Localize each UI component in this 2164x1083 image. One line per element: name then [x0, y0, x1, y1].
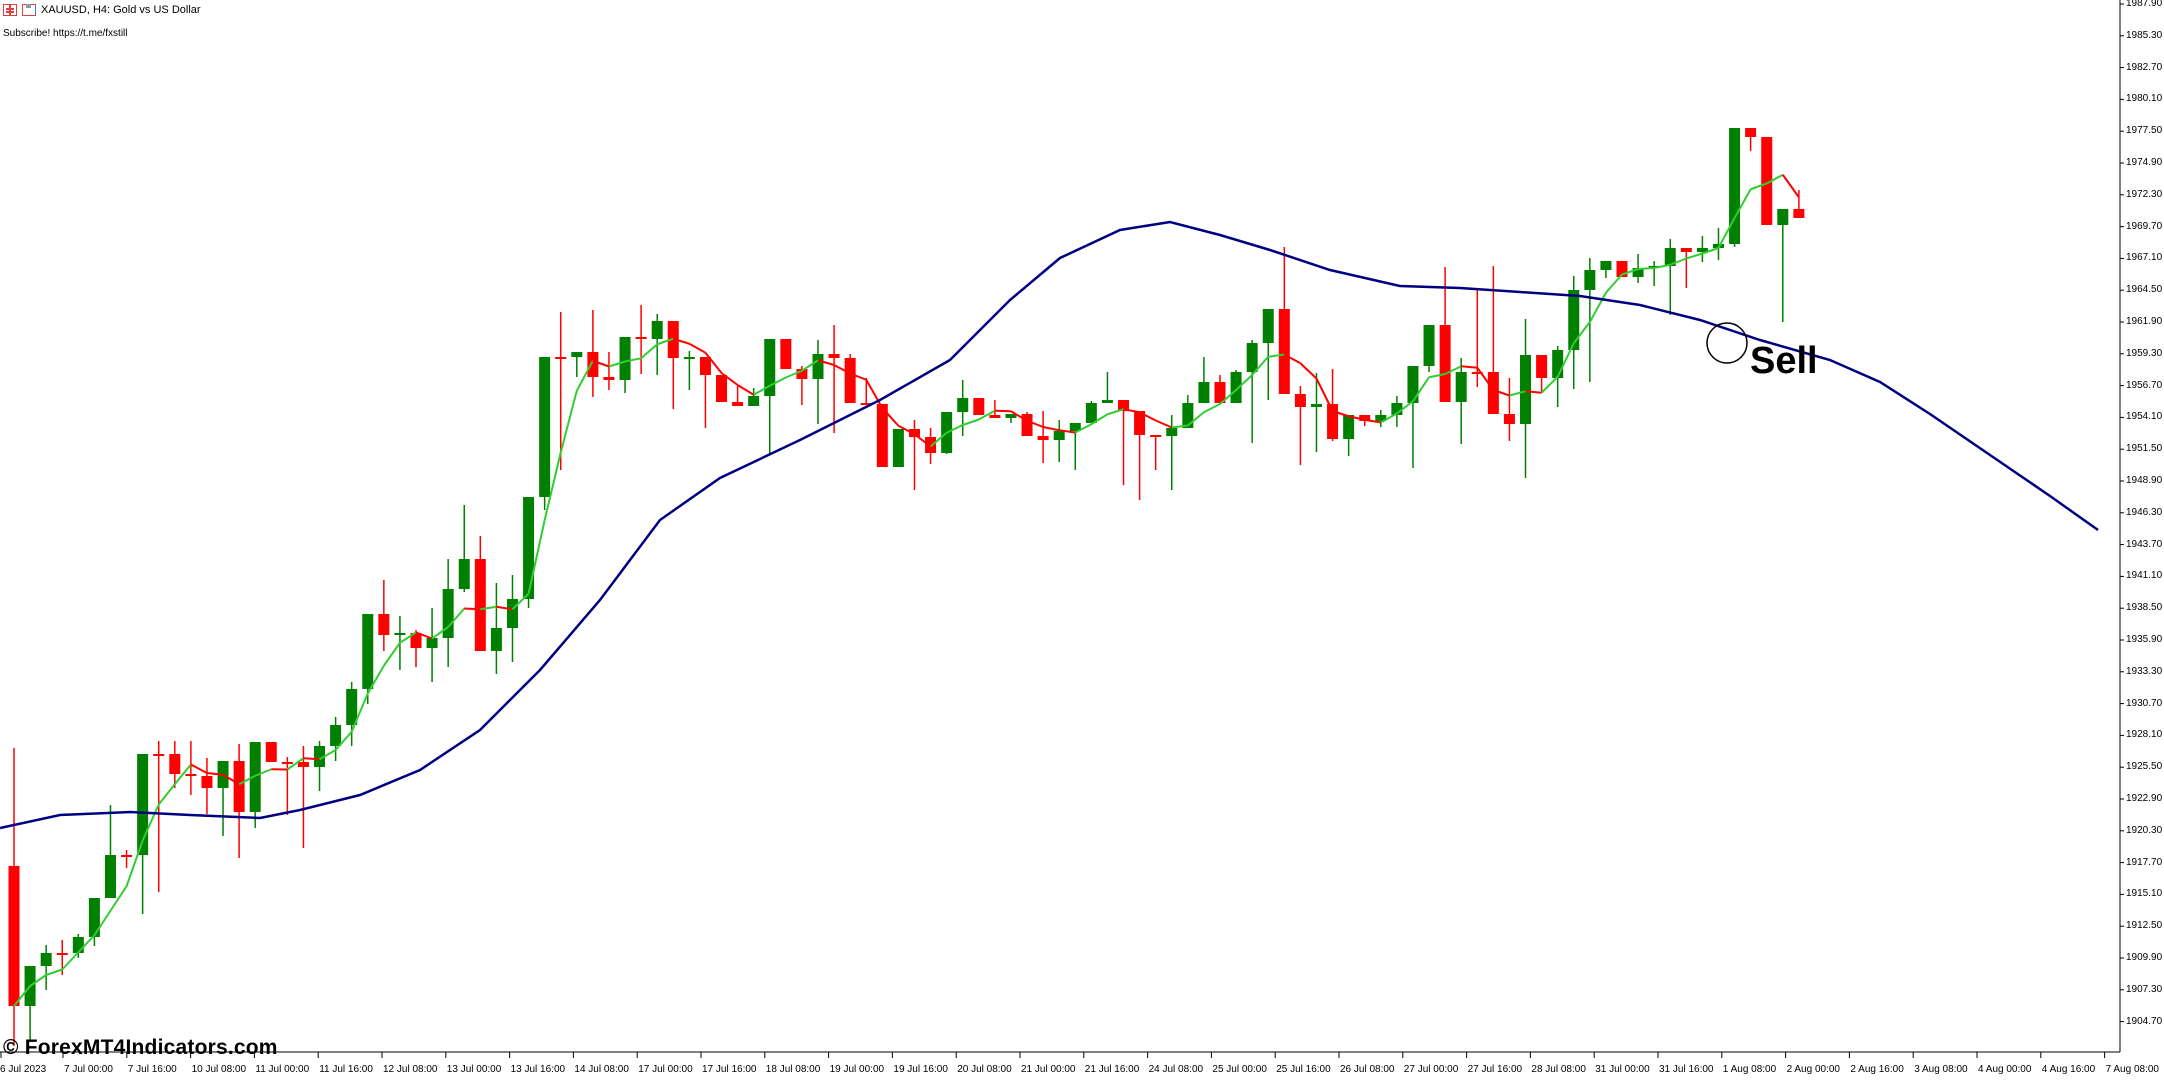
- price-tick-label: 1915.10: [2126, 888, 2162, 899]
- price-tick-label: 1909.90: [2126, 952, 2162, 963]
- time-tick-label: 6 Jul 2023: [0, 1064, 46, 1075]
- price-tick-label: 1917.70: [2126, 857, 2162, 868]
- sell-signal-label: Sell: [1750, 340, 1818, 383]
- price-tick-label: 1946.30: [2126, 507, 2162, 518]
- time-tick-label: 19 Jul 00:00: [830, 1064, 885, 1075]
- price-tick-label: 1961.90: [2126, 316, 2162, 327]
- time-tick-label: 20 Jul 08:00: [957, 1064, 1012, 1075]
- time-tick-label: 19 Jul 16:00: [893, 1064, 948, 1075]
- price-tick-label: 1956.70: [2126, 380, 2162, 391]
- time-tick-label: 4 Aug 00:00: [1978, 1064, 2031, 1075]
- price-tick-label: 1969.70: [2126, 221, 2162, 232]
- time-tick-label: 1 Aug 08:00: [1723, 1064, 1776, 1075]
- time-tick-label: 28 Jul 08:00: [1531, 1064, 1586, 1075]
- price-tick-label: 1930.70: [2126, 698, 2162, 709]
- price-tick-label: 1977.50: [2126, 125, 2162, 136]
- price-tick-label: 1920.30: [2126, 825, 2162, 836]
- time-tick-label: 3 Aug 08:00: [1914, 1064, 1967, 1075]
- time-tick-label: 11 Jul 16:00: [319, 1064, 373, 1075]
- time-tick-label: 21 Jul 00:00: [1021, 1064, 1076, 1075]
- price-tick-label: 1964.50: [2126, 284, 2162, 295]
- price-tick-label: 1972.30: [2126, 189, 2162, 200]
- price-tick-label: 1951.50: [2126, 443, 2162, 454]
- chart-header: XAUUSD, H4: Gold vs US Dollar: [3, 2, 201, 18]
- subscribe-text: Subscribe! https://t.me/fxstill: [3, 28, 128, 39]
- price-tick-label: 1941.10: [2126, 570, 2162, 581]
- symbol-title: XAUUSD, H4: Gold vs US Dollar: [41, 4, 201, 16]
- time-tick-label: 18 Jul 08:00: [766, 1064, 821, 1075]
- time-tick-label: 11 Jul 00:00: [255, 1064, 309, 1075]
- time-tick-label: 24 Jul 08:00: [1149, 1064, 1204, 1075]
- price-tick-label: 1974.90: [2126, 157, 2162, 168]
- price-tick-label: 1912.50: [2126, 920, 2162, 931]
- price-tick-label: 1922.90: [2126, 793, 2162, 804]
- time-tick-label: 13 Jul 16:00: [511, 1064, 566, 1075]
- price-tick-label: 1967.10: [2126, 252, 2162, 263]
- time-tick-label: 7 Aug 08:00: [2106, 1064, 2159, 1075]
- time-tick-label: 2 Aug 00:00: [1787, 1064, 1840, 1075]
- time-tick-label: 31 Jul 00:00: [1595, 1064, 1650, 1075]
- price-tick-label: 1935.90: [2126, 634, 2162, 645]
- time-tick-label: 2 Aug 16:00: [1850, 1064, 1903, 1075]
- price-tick-label: 1948.90: [2126, 475, 2162, 486]
- time-tick-label: 17 Jul 16:00: [702, 1064, 757, 1075]
- time-tick-label: 7 Jul 00:00: [64, 1064, 113, 1075]
- price-tick-label: 1904.70: [2126, 1016, 2162, 1027]
- price-tick-label: 1928.10: [2126, 729, 2162, 740]
- price-tick-label: 1907.30: [2126, 984, 2162, 995]
- time-tick-label: 21 Jul 16:00: [1085, 1064, 1140, 1075]
- time-tick-label: 12 Jul 08:00: [383, 1064, 438, 1075]
- time-tick-label: 27 Jul 00:00: [1404, 1064, 1459, 1075]
- time-tick-label: 14 Jul 08:00: [574, 1064, 629, 1075]
- price-tick-label: 1943.70: [2126, 539, 2162, 550]
- time-tick-label: 7 Jul 16:00: [128, 1064, 177, 1075]
- price-tick-label: 1954.10: [2126, 411, 2162, 422]
- save-template-icon[interactable]: [22, 4, 36, 16]
- time-tick-label: 17 Jul 00:00: [638, 1064, 693, 1075]
- time-tick-label: 25 Jul 16:00: [1276, 1064, 1331, 1075]
- time-tick-label: 4 Aug 16:00: [2042, 1064, 2095, 1075]
- watermark: © ForexMT4Indicators.com: [3, 1036, 278, 1060]
- time-tick-label: 27 Jul 16:00: [1468, 1064, 1523, 1075]
- price-tick-label: 1933.30: [2126, 666, 2162, 677]
- price-tick-label: 1980.10: [2126, 93, 2162, 104]
- price-tick-label: 1938.50: [2126, 602, 2162, 613]
- time-tick-label: 26 Jul 08:00: [1340, 1064, 1395, 1075]
- price-tick-label: 1925.50: [2126, 761, 2162, 772]
- list-icon[interactable]: [3, 4, 17, 16]
- price-tick-label: 1982.70: [2126, 62, 2162, 73]
- time-tick-label: 25 Jul 00:00: [1212, 1064, 1267, 1075]
- time-tick-label: 31 Jul 16:00: [1659, 1064, 1714, 1075]
- time-tick-label: 10 Jul 08:00: [192, 1064, 247, 1075]
- price-tick-label: 1987.90: [2126, 0, 2162, 9]
- price-tick-label: 1959.30: [2126, 348, 2162, 359]
- time-tick-label: 13 Jul 00:00: [447, 1064, 502, 1075]
- price-tick-label: 1985.30: [2126, 30, 2162, 41]
